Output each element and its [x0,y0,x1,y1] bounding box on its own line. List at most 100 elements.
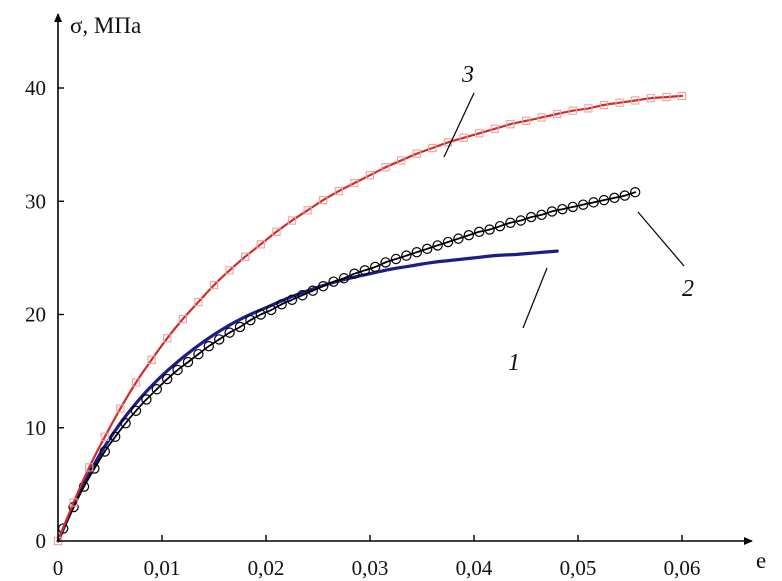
series-2-point-27 [338,273,350,284]
y-axis-label: σ, МПа [70,13,141,38]
series-2-point-52 [598,194,610,206]
series-2-point-31 [380,257,391,268]
series-2-point-48 [557,203,568,215]
series-3-point-1 [69,498,78,507]
series-2-point-51 [588,197,599,208]
series-2-point-6 [120,418,131,429]
series-1 [56,249,559,543]
x-tick-label-4: 0,04 [456,556,493,580]
series-2-point-46 [536,209,547,221]
series-2-point-9 [151,384,162,395]
series-3-point-10 [209,280,219,290]
series-2-point-17 [234,321,246,333]
x-tick-label-1: 0,01 [144,556,181,580]
series-2-point-32 [390,253,402,265]
series-2-point-55 [630,186,641,198]
series-2-point-34 [411,247,422,258]
series-2-point-45 [526,211,537,223]
series-2-point-21 [276,299,287,310]
x-axis-label: e [756,548,766,573]
series-2-line [62,191,637,530]
series-2-point-41 [484,224,495,235]
series-3-point-33 [568,106,577,115]
series-3-point-23 [412,149,421,158]
series-3-point-40 [677,91,687,101]
axes [54,13,753,545]
series-3-point-37 [631,96,640,105]
series-2-point-33 [401,250,412,261]
series-2-point-11 [172,364,183,376]
series-2-point-8 [141,394,152,405]
series-3-point-36 [615,98,624,107]
series-2-point-37 [442,236,454,248]
series-2-point-28 [349,268,360,279]
series-2-point-50 [578,199,589,210]
series-2-point-53 [609,192,620,204]
y-tick-label-0: 0 [36,529,47,553]
series-2-point-23 [297,290,308,301]
series-2-point-25 [318,280,329,292]
series-2-point-29 [359,265,370,276]
series-2-point-47 [546,206,558,217]
series-3-point-30 [521,116,531,125]
series-2-point-4 [99,446,111,457]
series-3-point-17 [319,195,328,205]
series-3-point-38 [646,94,655,103]
series-2-point-22 [286,294,298,305]
series-3-point-19 [350,178,359,188]
series-2-point-39 [463,230,474,241]
series-2-point-43 [505,217,516,228]
series-2-point-5 [109,431,121,443]
series-2-point-24 [307,285,318,296]
series-2-point-10 [161,373,173,385]
series-3-point-39 [662,92,671,102]
series-2-point-7 [130,405,142,416]
series-3-point-15 [287,216,297,225]
series-3-point-2 [85,463,94,472]
series-2 [58,186,641,534]
series-3-point-25 [443,138,453,147]
curve-label-2: 2 [682,276,694,302]
series-2-point-16 [224,327,235,338]
series-3-point-24 [428,143,437,153]
annotation-leader-3 [443,92,475,158]
series-3-point-12 [241,252,250,261]
series-3-point-3 [100,432,109,441]
series-3-point-32 [553,109,562,119]
series-2-point-30 [370,261,381,273]
series-3-line [56,94,684,543]
curve-label-3: 3 [461,62,474,88]
series-3-point-13 [256,240,265,249]
x-tick-label-0: 0 [53,556,64,580]
series-3-point-27 [475,129,484,138]
series-2-point-35 [422,243,433,255]
series-3-point-21 [381,163,390,172]
x-tick-label-6: 0,06 [664,556,701,580]
series-2-point-44 [515,215,527,226]
series-3-point-28 [490,124,499,133]
series-3-point-20 [365,171,375,180]
series-3-point-16 [303,206,312,215]
y-tick-label-1: 10 [25,416,46,440]
y-tick-label-2: 20 [25,303,46,327]
x-tick-label-5: 0,05 [560,556,597,580]
series-2-point-40 [474,226,485,238]
series-2-point-12 [182,356,194,368]
series-3-point-18 [334,186,343,196]
curve-annotations: 1 2 3 [443,62,694,376]
series-3-point-7 [163,334,172,343]
plot-area [53,91,687,546]
series-2-point-20 [266,304,277,316]
series-2-point-13 [193,348,204,360]
series-3-point-5 [131,378,141,387]
series-3-point-14 [272,227,281,236]
series-2-point-38 [453,233,464,244]
series-3-point-9 [194,297,203,307]
series-3 [53,91,687,546]
axis-ticks: 0 0,01 0,02 0,03 0,04 0,05 0,06 0 10 20 30 40 [25,76,700,580]
series-3-point-34 [584,104,593,113]
y-tick-label-3: 30 [25,189,46,213]
series-2-point-19 [255,309,266,320]
series-3-point-11 [225,266,234,275]
